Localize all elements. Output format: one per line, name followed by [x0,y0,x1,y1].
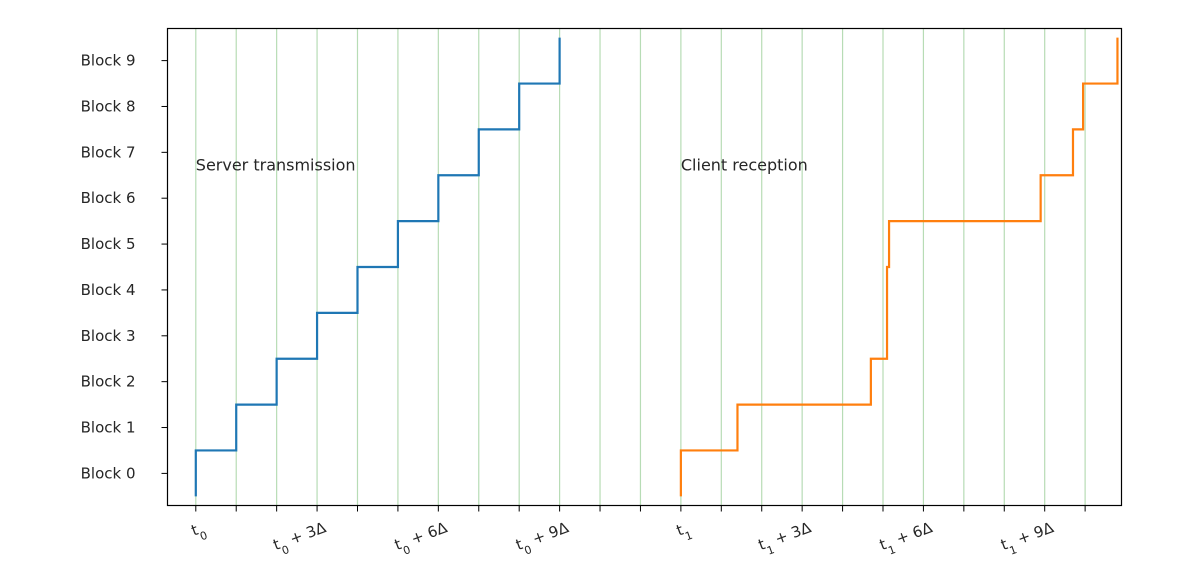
y-tick-label: Block 5 [81,235,136,253]
plot-frame [166,27,1123,507]
y-tick-label: Block 3 [81,327,136,345]
x-tick-label: t1 [674,518,694,544]
x-tick-label: t0 + 6Δ [392,518,452,559]
y-tick-label: Block 7 [81,143,136,161]
series-lines [194,37,1119,497]
y-axis: Block 0 Block 1 Block 2 Block 3 Block 4 Block… [81,52,168,482]
series-line-1 [679,37,1119,497]
x-tick-label: t1 + 9Δ [998,518,1058,559]
y-tick-label: Block 4 [81,281,136,299]
x-tick-label: t0 + 3Δ [271,518,331,559]
annotations: Server transmission Client reception [196,156,808,175]
y-tick-label: Block 0 [81,464,136,482]
annotation-text: Client reception [681,156,808,175]
x-tick-label: t1 + 3Δ [756,518,816,559]
y-tick-label: Block 9 [81,52,136,70]
annotation-text: Server transmission [196,156,356,175]
x-tick-label: t0 [189,518,209,544]
x-tick-label: t1 + 6Δ [877,518,937,559]
gridlines [195,28,1086,506]
y-tick-label: Block 8 [81,97,136,115]
y-tick-label: Block 2 [81,373,136,391]
y-tick-label: Block 6 [81,189,136,207]
x-axis: t0 t0 + 3Δ t0 + 6Δ t0 + 9Δ t1 t1 + 3Δ t1 + 6Δ t… [189,505,1086,559]
x-tick-label: t0 + 9Δ [513,518,573,559]
series-line-0 [194,37,561,497]
y-tick-label: Block 1 [81,419,136,437]
